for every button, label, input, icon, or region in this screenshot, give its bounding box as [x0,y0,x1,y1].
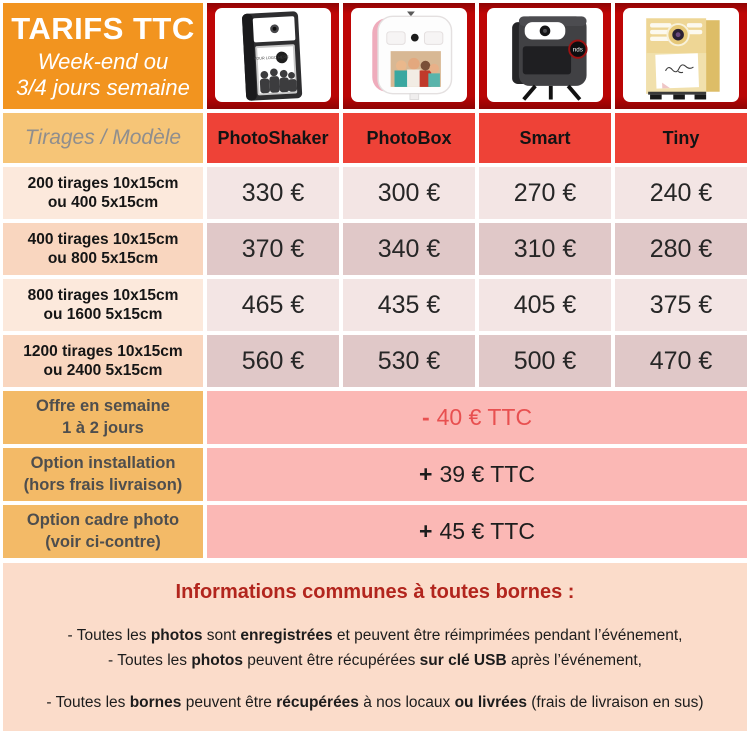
smart-booth-illustration: nds [512,16,588,101]
price-cell: 310 € [479,223,611,275]
row-label-200-tirages: 200 tirages 10x15cm ou 400 5x15cm [3,167,203,219]
offer-value-cadre-photo: + 45 € TTC [207,505,747,558]
info-line-1: - Toutes les photos sont enregistrées et… [67,627,683,644]
column-header-smart: Smart [479,113,611,163]
price-cell: 530 € [343,335,475,387]
info-line-3: - Toutes les bornes peuvent être récupér… [46,693,704,711]
info-box: Informations communes à toutes bornes : … [3,563,747,731]
photoshaker-booth-illustration: YOUR LOGO HERE [242,11,303,101]
photobox-booth-illustration [372,11,453,100]
price-cell: 280 € [615,223,747,275]
product-image-cell-photoshaker: YOUR LOGO HERE [207,3,339,109]
offer-label-installation: Option installation (hors frais livraiso… [3,448,203,501]
product-image-tiny [623,8,739,102]
pricing-table: TARIFS TTC Week-end ou 3/4 jours semaine [3,3,747,558]
product-image-smart: nds [487,8,603,102]
price-cell: 270 € [479,167,611,219]
price-cell: 560 € [207,335,339,387]
photoshaker-screen-text: YOUR LOGO HERE [254,55,290,61]
column-header-photobox: PhotoBox [343,113,475,163]
offer-label-cadre-photo: Option cadre photo (voir ci-contre) [3,505,203,558]
column-header-photoshaker: PhotoShaker [207,113,339,163]
price-cell: 470 € [615,335,747,387]
row-label-400-tirages: 400 tirages 10x15cm ou 800 5x15cm [3,223,203,275]
column-header-tiny: Tiny [615,113,747,163]
price-cell: 370 € [207,223,339,275]
offer-amount: 39 € TTC [439,461,535,487]
price-cell: 240 € [615,167,747,219]
corner-header: Tirages / Modèle [3,113,203,163]
product-image-cell-photobox [343,3,475,109]
product-image-photobox [351,8,467,102]
price-cell: 330 € [207,167,339,219]
offer-value-installation: + 39 € TTC [207,448,747,501]
price-cell: 340 € [343,223,475,275]
price-cell: 465 € [207,279,339,331]
price-cell: 500 € [479,335,611,387]
row-label-1200-tirages: 1200 tirages 10x15cm ou 2400 5x15cm [3,335,203,387]
product-image-photoshaker: YOUR LOGO HERE [215,8,331,102]
price-cell: 435 € [343,279,475,331]
price-cell: 300 € [343,167,475,219]
offer-value-semaine: - 40 € TTC [207,391,747,444]
product-image-cell-tiny [615,3,747,109]
tiny-booth-illustration [646,18,720,100]
row-label-800-tirages: 800 tirages 10x15cm ou 1600 5x15cm [3,279,203,331]
offer-sign: - [421,404,430,430]
offer-amount: 40 € TTC [436,404,533,430]
info-line-2: - Toutes les photos peuvent être récupér… [108,651,642,669]
title-box: TARIFS TTC Week-end ou 3/4 jours semaine [3,3,203,109]
page-subtitle: Week-end ou 3/4 jours semaine [16,49,190,100]
offer-sign: + [419,461,433,487]
price-cell: 405 € [479,279,611,331]
offer-sign: + [419,518,433,544]
offer-label-semaine: Offre en semaine 1 à 2 jours [3,391,203,444]
smart-logo-text: nds [573,47,583,54]
info-title: Informations communes à toutes bornes : [175,581,575,603]
price-cell: 375 € [615,279,747,331]
product-image-cell-smart: nds [479,3,611,109]
offer-amount: 45 € TTC [439,518,535,544]
page-title: TARIFS TTC [11,11,195,47]
